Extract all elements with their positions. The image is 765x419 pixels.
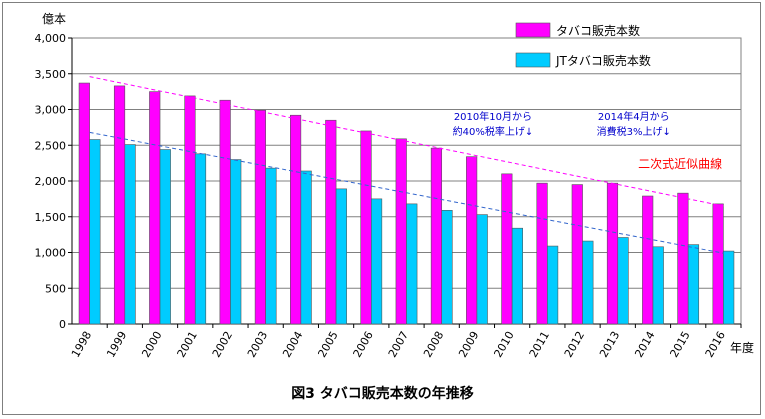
bar-total (430, 147, 443, 325)
annotation-text: 二次式近似曲線 (638, 156, 722, 171)
bar-total (149, 91, 161, 325)
x-tick-label: 2005 (315, 329, 340, 360)
bar-jt (652, 246, 664, 325)
y-tick-label: 3,500 (35, 68, 67, 81)
x-tick-label: 2000 (139, 329, 164, 360)
x-tick-label: 2015 (668, 329, 693, 360)
x-axis-label: 年度 (730, 340, 754, 355)
bar-total (184, 95, 196, 325)
bar-jt (230, 159, 242, 325)
bar-total (501, 173, 513, 325)
bar-total (677, 192, 689, 325)
y-tick-label: 1,000 (35, 247, 67, 260)
bar-total (536, 182, 548, 325)
bar-total (325, 119, 337, 325)
y-axis-unit-label: 億本 (42, 12, 66, 26)
x-tick-label: 2006 (351, 329, 376, 360)
bar-jt (124, 144, 136, 325)
bar-jt (406, 203, 418, 325)
legend-label: タバコ販売本数 (556, 23, 640, 38)
bar-jt (265, 167, 277, 325)
bar-total (254, 109, 266, 325)
bar-total (466, 156, 478, 325)
bar-chart: 0 500 1,000 1,500 2,000 2,500 3,000 3,500 4,000 億… (35, 12, 755, 360)
y-tick-label: 2,000 (35, 175, 67, 188)
x-tick-label: 2014 (632, 329, 657, 360)
trendline-total (89, 76, 724, 207)
y-tick-label: 0 (59, 318, 66, 331)
legend-swatch (515, 52, 551, 68)
x-tick-label: 1999 (104, 329, 129, 360)
trendline-jt (89, 131, 724, 254)
x-tick-label: 2004 (280, 329, 305, 360)
bar-total (78, 82, 90, 325)
bar-jt (617, 237, 629, 325)
bar-jt (89, 139, 101, 325)
bar-total (571, 184, 583, 325)
legend-swatch (515, 22, 551, 38)
bar-jt (547, 245, 559, 325)
y-tick-label: 2,500 (35, 139, 67, 152)
bar-jt (159, 149, 171, 325)
annotation-text: 消費税3%上げ↓ (597, 125, 671, 138)
bar-total (290, 114, 302, 325)
bar-total (113, 85, 126, 325)
x-tick-label: 2002 (210, 329, 235, 360)
bar-total (395, 138, 407, 325)
bar-jt (370, 198, 383, 325)
bar-total (360, 130, 372, 325)
bar-jt (723, 250, 735, 325)
y-tick-label: 500 (45, 282, 66, 295)
bar-total (712, 203, 724, 325)
bar-total (642, 195, 654, 325)
bar-jt (476, 214, 488, 325)
chart-title: 図3 タバコ販売本数の年推移 (291, 386, 474, 402)
x-tick-label: 2012 (562, 329, 587, 360)
chart-frame: 0 500 1,000 1,500 2,000 2,500 3,000 3,500 4,000 億… (2, 2, 761, 415)
x-tick-label: 1998 (69, 329, 94, 360)
bar-jt (511, 227, 523, 325)
y-tick-label: 4,000 (35, 32, 67, 45)
x-tick-label: 2016 (703, 329, 728, 360)
x-tick-label: 2013 (597, 329, 622, 360)
x-tick-label: 2001 (175, 329, 200, 360)
x-tick-label: 2003 (245, 329, 270, 360)
bar-jt (300, 170, 312, 325)
bar-jt (335, 188, 347, 325)
x-tick-label: 2007 (386, 329, 411, 360)
legend-label: JTタバコ販売本数 (555, 53, 651, 68)
y-tick-label: 3,000 (35, 104, 67, 117)
x-tick-label: 2009 (456, 329, 481, 360)
annotation-text: 約40%税率上げ↓ (453, 125, 534, 138)
bar-jt (582, 240, 594, 325)
bar-jt (687, 244, 700, 325)
bar-jt (441, 210, 453, 325)
x-tick-label: 2011 (527, 329, 552, 360)
bar-total (606, 182, 619, 325)
bar-jt (194, 153, 207, 325)
annotation-text: 2010年10月から (454, 110, 532, 123)
y-tick-label: 1,500 (35, 211, 67, 224)
x-tick-label: 2010 (491, 329, 516, 360)
bar-total (219, 99, 231, 325)
annotation-text: 2014年4月から (598, 110, 670, 123)
x-tick-label: 2008 (421, 329, 446, 360)
